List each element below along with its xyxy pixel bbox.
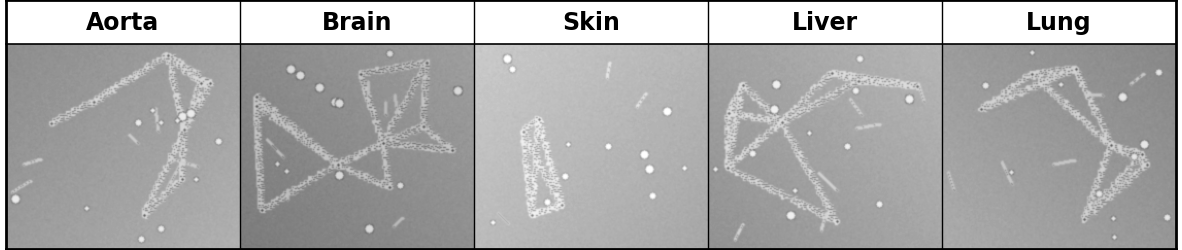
Text: Aorta: Aorta — [86, 11, 160, 35]
Text: Skin: Skin — [563, 11, 619, 35]
Text: Brain: Brain — [322, 11, 392, 35]
Text: Lung: Lung — [1026, 11, 1092, 35]
Text: Liver: Liver — [792, 11, 858, 35]
